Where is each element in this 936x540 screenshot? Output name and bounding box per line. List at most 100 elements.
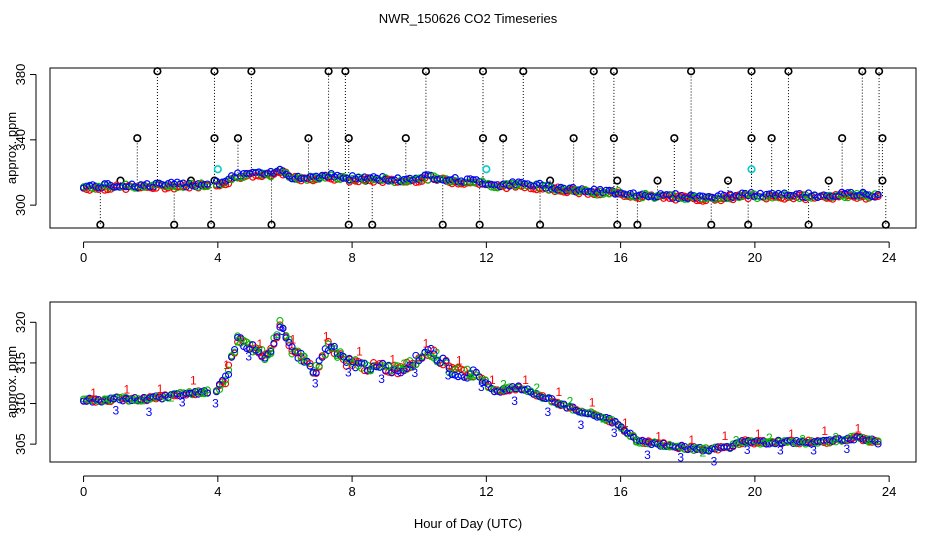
series-2-label: 2 bbox=[268, 344, 275, 358]
series-1-point bbox=[430, 346, 438, 354]
series-3-label: 3 bbox=[677, 450, 684, 464]
top-x-tick-label: 8 bbox=[348, 250, 355, 265]
series-1-label: 1 bbox=[190, 374, 197, 388]
series-3-point bbox=[874, 440, 882, 448]
series-3-point bbox=[363, 366, 372, 374]
series-1-label: 1 bbox=[522, 373, 529, 387]
series-2-label: 2 bbox=[832, 430, 839, 444]
series-1-point bbox=[460, 366, 468, 374]
series-3-label: 3 bbox=[345, 365, 352, 379]
bottom-y-tick-label: 320 bbox=[13, 311, 28, 333]
top-y-tick-label: 380 bbox=[13, 64, 28, 86]
series-2-point bbox=[466, 373, 474, 381]
series-1-label: 1 bbox=[489, 373, 496, 387]
top-x-tick-label: 24 bbox=[882, 250, 896, 265]
series-1-label: 1 bbox=[688, 433, 695, 447]
bottom-x-tick-label: 20 bbox=[748, 484, 762, 499]
top-x-tick-label: 20 bbox=[748, 250, 762, 265]
outlier-point-mid bbox=[838, 134, 847, 143]
series-3-point bbox=[409, 361, 417, 369]
outlier-point-mid bbox=[304, 134, 313, 143]
series-1-label: 1 bbox=[722, 429, 729, 443]
series-1-point bbox=[324, 337, 332, 346]
series-1-label: 1 bbox=[423, 336, 430, 350]
series-2-label: 2 bbox=[533, 381, 540, 395]
bottom-x-tick-label: 16 bbox=[613, 484, 627, 499]
series-1-label: 1 bbox=[821, 424, 828, 438]
series-3-label: 3 bbox=[844, 442, 851, 456]
series-2-label: 2 bbox=[500, 377, 507, 391]
outlier-point-high bbox=[747, 67, 756, 76]
series-2-label: 2 bbox=[666, 438, 673, 452]
series-3-label: 3 bbox=[179, 396, 186, 410]
bottom-y-tick-label: 315 bbox=[13, 352, 28, 374]
flagged-point bbox=[747, 165, 756, 174]
series-2-label: 2 bbox=[101, 393, 108, 407]
series-2-point bbox=[161, 394, 169, 402]
series-2-point bbox=[285, 335, 293, 343]
outlier-point-low bbox=[653, 176, 662, 185]
bottom-y-tick-label: 305 bbox=[13, 433, 28, 455]
outlier-point-high bbox=[210, 67, 219, 76]
series-2-label: 2 bbox=[334, 348, 341, 362]
outlier-point-high bbox=[858, 67, 867, 76]
outlier-point-low bbox=[613, 176, 622, 185]
series-3-label: 3 bbox=[245, 350, 252, 364]
series-1-label: 1 bbox=[456, 353, 463, 367]
outlier-point-high bbox=[609, 67, 619, 76]
outlier-point-mid bbox=[233, 134, 243, 143]
series-2-point bbox=[276, 316, 284, 325]
outlier-point-mid bbox=[210, 134, 219, 143]
series-2-point bbox=[215, 385, 224, 394]
series-3-point bbox=[430, 350, 438, 358]
series-2-point bbox=[255, 345, 263, 353]
outlier-point-mid bbox=[133, 134, 142, 143]
series-3-point bbox=[231, 346, 239, 354]
bottom-x-tick-label: 0 bbox=[80, 484, 87, 499]
outlier-point-bottom bbox=[368, 220, 377, 229]
series-3-point bbox=[312, 369, 320, 377]
series-3-label: 3 bbox=[478, 380, 485, 394]
outlier-point-mid bbox=[609, 134, 619, 143]
series-1-label: 1 bbox=[788, 427, 795, 441]
series-2-label: 2 bbox=[733, 434, 740, 448]
series-2-point bbox=[273, 331, 281, 339]
series-3-point bbox=[95, 184, 103, 192]
bottom-x-axis: 0 4 8 12 16 20 24 bbox=[80, 475, 896, 499]
outlier-point-high bbox=[341, 67, 350, 76]
top-x-tick-label: 0 bbox=[80, 250, 87, 265]
outlier-point-low bbox=[824, 176, 833, 185]
series-2-label: 2 bbox=[700, 445, 707, 459]
series-1-label: 1 bbox=[323, 329, 330, 343]
series-3-label: 3 bbox=[744, 443, 751, 457]
series-2-label: 2 bbox=[799, 433, 806, 447]
series-3-label: 3 bbox=[412, 366, 419, 380]
series-2-point bbox=[231, 348, 239, 356]
outlier-point-bottom bbox=[881, 220, 890, 229]
top-x-tick-label: 4 bbox=[214, 250, 221, 265]
bottom-x-tick-label: 24 bbox=[882, 484, 896, 499]
series-2-label: 2 bbox=[766, 431, 773, 445]
top-y-tick-label: 300 bbox=[13, 194, 28, 216]
series-2-label: 2 bbox=[633, 434, 640, 448]
series-3-point bbox=[874, 191, 882, 199]
outlier-point-high bbox=[478, 67, 488, 76]
series-3-point bbox=[203, 180, 212, 188]
series-1-label: 1 bbox=[223, 358, 230, 372]
top-panel-frame bbox=[49, 67, 917, 229]
series-2-point bbox=[225, 366, 233, 374]
top-y-axis-label: approx. ppm bbox=[4, 112, 19, 184]
series-2-label: 2 bbox=[400, 357, 407, 371]
series-3-label: 3 bbox=[279, 324, 286, 338]
outlier-point-bottom bbox=[535, 220, 545, 229]
series-3-point bbox=[418, 354, 426, 362]
series-3-point bbox=[279, 324, 287, 332]
series-3-label: 3 bbox=[445, 368, 452, 382]
outlier-point-bottom bbox=[707, 220, 716, 229]
outlier-point-low bbox=[878, 176, 887, 185]
outlier-point-high bbox=[247, 67, 256, 76]
series-3-point bbox=[270, 339, 278, 347]
series-1-label: 1 bbox=[556, 385, 563, 399]
